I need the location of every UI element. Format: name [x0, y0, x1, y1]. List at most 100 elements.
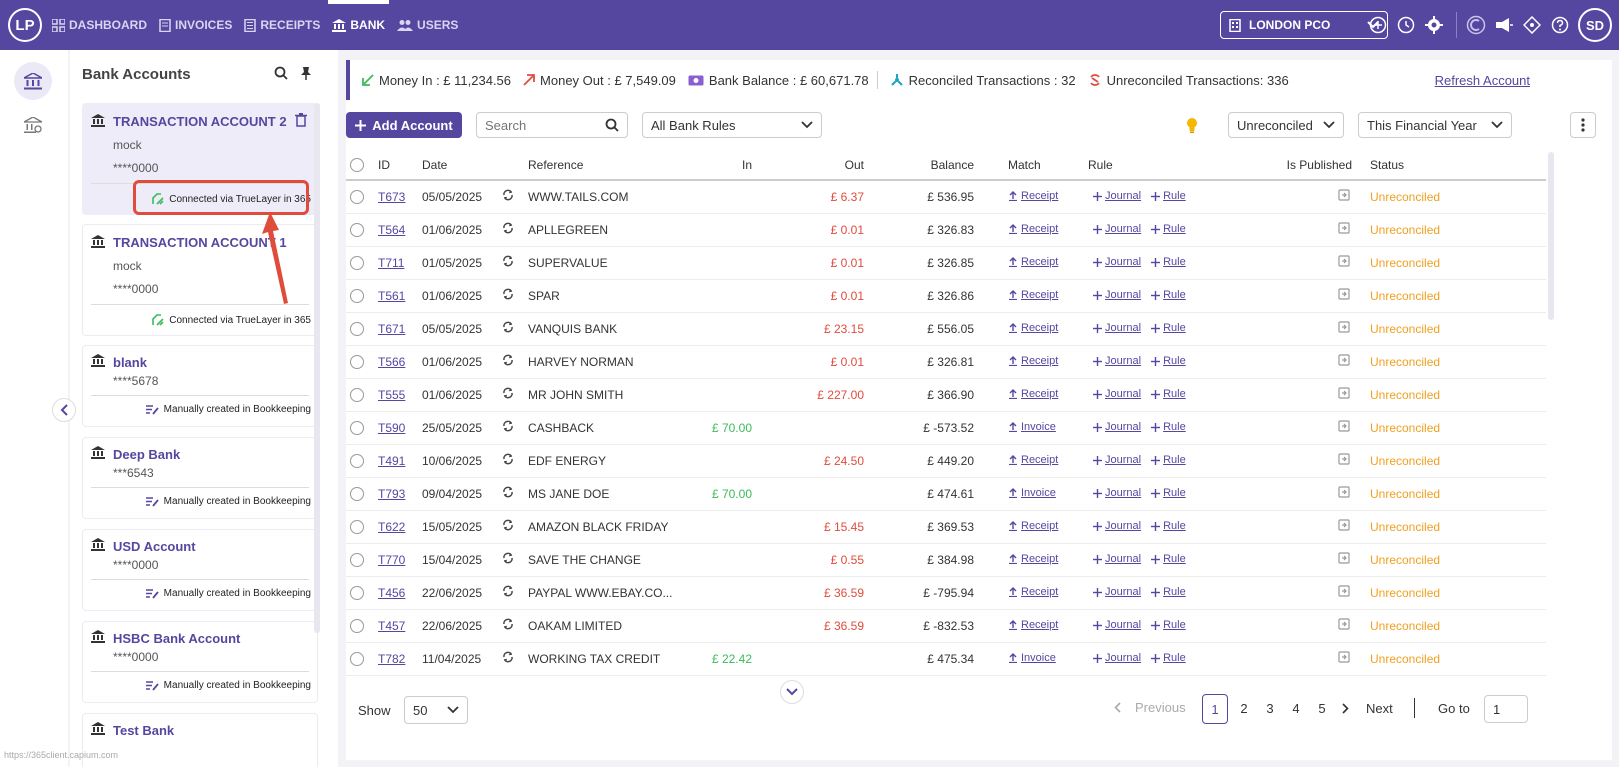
sync-cell[interactable]: [502, 213, 528, 247]
match-button[interactable]: Receipt: [1008, 190, 1058, 202]
sync-cell[interactable]: [502, 411, 528, 445]
row-checkbox[interactable]: [350, 354, 364, 369]
table-row[interactable]: T671 05/05/2025 VANQUIS BANK £ 23.15 £ 556.0…: [346, 312, 1546, 346]
add-rule-button[interactable]: Rule: [1151, 190, 1186, 202]
row-checkbox[interactable]: [350, 552, 364, 567]
sync-cell[interactable]: [502, 246, 528, 280]
table-row[interactable]: T456 22/06/2025 PAYPAL WWW.EBAY.CO... £ 36.…: [346, 576, 1546, 610]
capium-icon[interactable]: [1466, 15, 1486, 35]
transaction-id-link[interactable]: T673: [378, 189, 406, 204]
nav-receipts[interactable]: RECEIPTS: [244, 0, 320, 50]
add-rule-button[interactable]: Rule: [1151, 322, 1186, 334]
publish-cell[interactable]: [1264, 477, 1352, 511]
add-journal-button[interactable]: Journal: [1093, 454, 1141, 466]
add-journal-button[interactable]: Journal: [1093, 553, 1141, 565]
organisation-select[interactable]: LONDON PCO: [1220, 11, 1388, 39]
lightbulb-icon[interactable]: [1186, 117, 1198, 133]
history-icon[interactable]: [1396, 15, 1416, 35]
match-button[interactable]: Receipt: [1008, 223, 1058, 235]
row-checkbox[interactable]: [350, 651, 364, 666]
transaction-id-link[interactable]: T711: [378, 255, 405, 270]
pin-icon[interactable]: [300, 66, 312, 80]
transaction-id-link[interactable]: T782: [378, 651, 406, 666]
publish-cell[interactable]: [1264, 444, 1352, 478]
match-button[interactable]: Receipt: [1008, 289, 1058, 301]
add-journal-button[interactable]: Journal: [1093, 190, 1141, 202]
search-input[interactable]: [485, 117, 605, 133]
megaphone-icon[interactable]: [1494, 15, 1514, 35]
add-journal-button[interactable]: Journal: [1093, 256, 1141, 268]
row-checkbox[interactable]: [350, 519, 364, 534]
row-checkbox[interactable]: [350, 190, 364, 205]
col-out[interactable]: Out: [752, 150, 864, 181]
add-account-button[interactable]: Add Account: [346, 112, 462, 138]
table-row[interactable]: T564 01/06/2025 APLLEGREEN £ 0.01 £ 326.83 Re…: [346, 213, 1546, 247]
sync-cell[interactable]: [502, 609, 528, 643]
row-checkbox[interactable]: [350, 486, 364, 501]
next-chevron[interactable]: [1342, 702, 1349, 717]
publish-cell[interactable]: [1264, 411, 1352, 445]
sync-cell[interactable]: [502, 345, 528, 379]
table-row[interactable]: T793 09/04/2025 MS JANE DOE £ 70.00 £ 474.61…: [346, 477, 1546, 511]
reconcile-filter-select[interactable]: Unreconciled: [1228, 112, 1344, 138]
add-rule-button[interactable]: Rule: [1151, 256, 1186, 268]
transaction-id-link[interactable]: T671: [378, 321, 406, 336]
transaction-id-link[interactable]: T564: [378, 222, 406, 237]
publish-cell[interactable]: [1264, 312, 1352, 346]
col-date[interactable]: Date: [422, 150, 502, 181]
table-row[interactable]: T555 01/06/2025 MR JOHN SMITH £ 227.00 £ 366…: [346, 378, 1546, 412]
account-card-blank[interactable]: blank ****5678 Manually created in Bookk…: [82, 345, 318, 427]
col-in[interactable]: In: [688, 150, 752, 181]
col-id[interactable]: ID: [378, 150, 422, 181]
account-card-hsbc[interactable]: HSBC Bank Account ****0000 Manually crea…: [82, 621, 318, 703]
transaction-id-link[interactable]: T457: [378, 618, 406, 633]
col-reference[interactable]: Reference: [528, 150, 688, 181]
transaction-id-link[interactable]: T566: [378, 354, 406, 369]
more-options-button[interactable]: [1570, 112, 1596, 138]
row-checkbox[interactable]: [350, 222, 364, 237]
add-journal-button[interactable]: Journal: [1093, 355, 1141, 367]
goto-input[interactable]: 1: [1484, 695, 1528, 723]
scroll-down-button[interactable]: [780, 680, 804, 704]
collapse-panel-button[interactable]: [52, 398, 76, 422]
page-5-button[interactable]: 5: [1318, 701, 1326, 716]
sync-cell[interactable]: [502, 477, 528, 511]
add-journal-button[interactable]: Journal: [1093, 619, 1141, 631]
nav-users[interactable]: USERS: [397, 0, 458, 50]
select-all-checkbox[interactable]: [350, 157, 364, 172]
add-journal-button[interactable]: Journal: [1093, 322, 1141, 334]
page-size-select[interactable]: 50: [404, 696, 468, 724]
gear-icon[interactable]: [1424, 15, 1444, 35]
match-button[interactable]: Receipt: [1008, 553, 1058, 565]
account-card-usd-account[interactable]: USD Account ****0000 Manually created in…: [82, 529, 318, 611]
transaction-id-link[interactable]: T456: [378, 585, 406, 600]
sync-cell[interactable]: [502, 180, 528, 214]
add-rule-button[interactable]: Rule: [1151, 619, 1186, 631]
add-rule-button[interactable]: Rule: [1151, 520, 1186, 532]
help-icon[interactable]: [1550, 15, 1570, 35]
diamond-icon[interactable]: [1522, 15, 1542, 35]
transaction-id-link[interactable]: T793: [378, 486, 406, 501]
account-card-deep-bank[interactable]: Deep Bank ***6543 Manually created in Bo…: [82, 437, 318, 519]
add-rule-button[interactable]: Rule: [1151, 355, 1186, 367]
add-journal-button[interactable]: Journal: [1093, 289, 1141, 301]
add-rule-button[interactable]: Rule: [1151, 487, 1186, 499]
sync-cell[interactable]: [502, 279, 528, 313]
transaction-id-link[interactable]: T555: [378, 387, 406, 402]
publish-cell[interactable]: [1264, 213, 1352, 247]
sync-cell[interactable]: [502, 378, 528, 412]
publish-cell[interactable]: [1264, 609, 1352, 643]
trash-icon[interactable]: [295, 113, 307, 127]
accounts-scrollbar[interactable]: [314, 103, 320, 633]
transaction-id-link[interactable]: T491: [378, 453, 406, 468]
add-journal-button[interactable]: Journal: [1093, 520, 1141, 532]
match-button[interactable]: Receipt: [1008, 388, 1058, 400]
table-row[interactable]: T770 15/04/2025 SAVE THE CHANGE £ 0.55 £ 384…: [346, 543, 1546, 577]
add-journal-button[interactable]: Journal: [1093, 586, 1141, 598]
page-1-button[interactable]: 1: [1202, 694, 1228, 724]
row-checkbox[interactable]: [350, 288, 364, 303]
row-checkbox[interactable]: [350, 321, 364, 336]
bank-rules-select[interactable]: All Bank Rules: [642, 112, 822, 138]
add-rule-button[interactable]: Rule: [1151, 586, 1186, 598]
publish-cell[interactable]: [1264, 246, 1352, 280]
